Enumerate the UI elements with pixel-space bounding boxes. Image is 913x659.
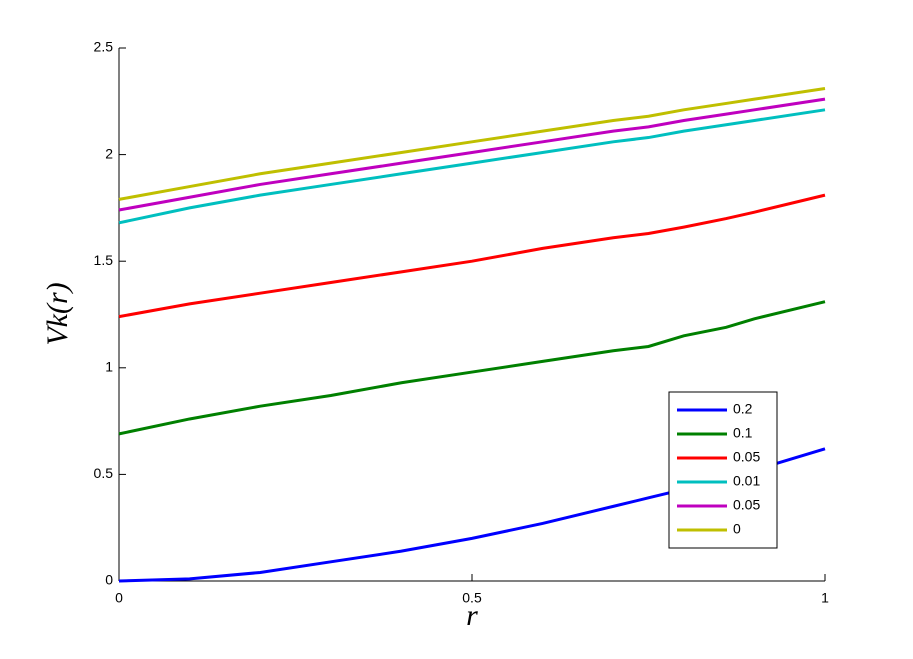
- y-tick-label: 0.5: [94, 465, 114, 481]
- legend-label: 0: [733, 521, 741, 537]
- y-axis-label: Vk(r): [41, 282, 74, 345]
- legend-label: 0.2: [733, 401, 753, 417]
- legend-label: 0.1: [733, 425, 753, 441]
- line-series: [118, 87, 826, 201]
- y-tick-label: 2.5: [94, 39, 114, 55]
- x-tick-label: 0.5: [462, 590, 482, 606]
- y-tick-label: 1.5: [94, 252, 114, 268]
- legend-label: 0.05: [733, 497, 760, 513]
- legend-box: [668, 391, 778, 549]
- line-series: [118, 300, 826, 436]
- line-series: [118, 97, 826, 212]
- y-tick-label: 0: [105, 572, 113, 588]
- line-series: [118, 193, 826, 319]
- x-tick-label: 0: [115, 590, 123, 606]
- legend-label: 0.01: [733, 473, 760, 489]
- legend: 0.2 0.1 0.05 0.01 0.05 0: [668, 391, 778, 549]
- y-tick-label: 2: [105, 145, 113, 161]
- x-tick-label: 1: [821, 590, 829, 606]
- y-tick-label: 1: [105, 359, 113, 375]
- legend-label: 0.05: [733, 449, 760, 465]
- x-axis-label: r: [466, 599, 478, 632]
- line-series: [118, 108, 826, 225]
